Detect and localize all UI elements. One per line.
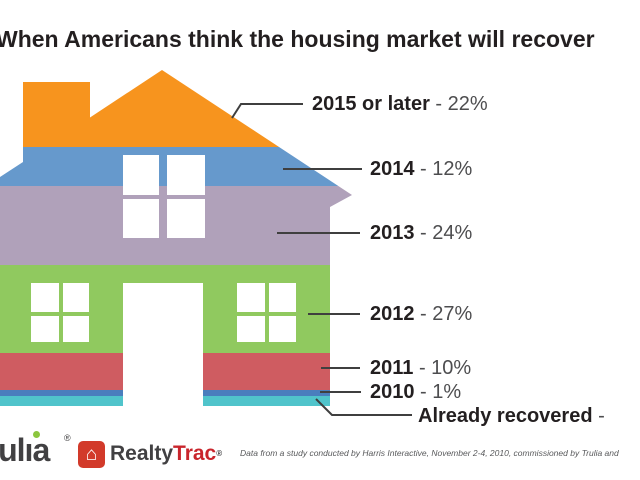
window-pane [167, 199, 205, 238]
label-year: Already recovered [418, 405, 593, 427]
label-2010: 2010 - 1% [370, 381, 461, 403]
window-pane [167, 155, 205, 195]
left-window [31, 283, 89, 342]
chart-title: When Americans think the housing market … [0, 26, 595, 52]
label-value: - 12% [414, 158, 473, 180]
realtytrac-house-icon: ⌂ [78, 441, 105, 468]
window-pane [123, 199, 159, 238]
house-icon: ⌂ [85, 444, 98, 465]
label-year: 2010 [370, 381, 415, 403]
window-pane [63, 316, 89, 342]
window-pane [269, 316, 296, 342]
label-2015-or-later: 2015 or later - 22% [312, 93, 488, 115]
label-year: 2012 [370, 303, 415, 325]
window-pane [237, 316, 265, 342]
label-value: - 27% [414, 303, 473, 325]
trulia-i-dot-icon [33, 431, 40, 438]
band-2011 [0, 353, 352, 390]
label-value: - 1% [414, 381, 462, 403]
label-2012: 2012 - 27% [370, 303, 472, 325]
band-2013 [0, 186, 352, 265]
label-year: 2011 [370, 357, 414, 379]
trulia-logo: trulıa [0, 432, 50, 468]
label-value: - 24% [414, 222, 473, 244]
leader-2015 [231, 103, 303, 119]
realtytrac-realty-text: Realty [110, 442, 174, 465]
door [123, 283, 203, 406]
band-2012 [0, 265, 352, 353]
realtytrac-trac-text: Trac [173, 442, 217, 465]
window-pane [63, 283, 89, 312]
label-value: - 22% [429, 93, 488, 115]
right-window [237, 283, 296, 342]
leader-recovered [315, 398, 412, 416]
label-already-recovered: Already recovered - [418, 405, 605, 427]
label-value: - 10% [413, 357, 472, 379]
label-year: 2013 [370, 222, 415, 244]
realtytrac-registered-mark: ® [216, 449, 223, 458]
attic-window [123, 155, 205, 238]
leader-lines [231, 103, 412, 416]
band-2014 [0, 147, 352, 186]
realtytrac-logo: RealtyTrac® [110, 441, 222, 466]
window-pane [31, 316, 59, 342]
label-year: 2014 [370, 158, 415, 180]
label-year: 2015 or later [312, 93, 430, 115]
window-pane [123, 155, 159, 195]
window-pane [237, 283, 265, 312]
label-2013: 2013 - 24% [370, 222, 472, 244]
label-2011: 2011 - 10% [370, 357, 471, 379]
label-value: - [592, 405, 605, 427]
label-2014: 2014 - 12% [370, 158, 472, 180]
trulia-registered-mark: ® [64, 433, 71, 443]
window-pane [31, 283, 59, 312]
source-footnote: Data from a study conducted by Harris In… [240, 448, 619, 458]
window-pane [269, 283, 296, 312]
